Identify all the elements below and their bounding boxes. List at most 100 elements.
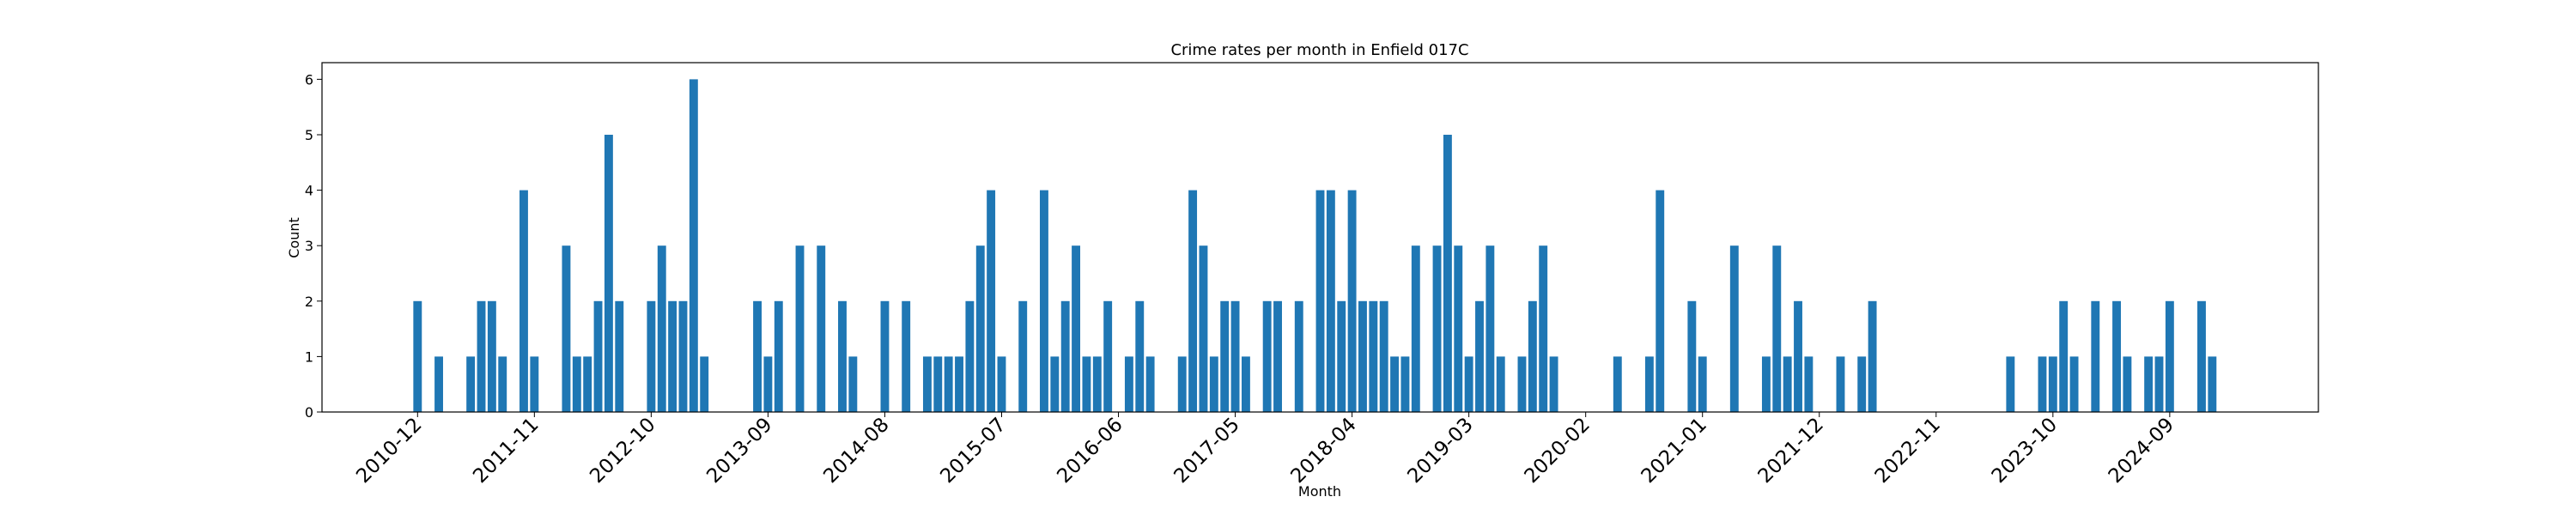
bar xyxy=(1379,300,1388,412)
bar xyxy=(1761,356,1771,412)
y-tick-label: 1 xyxy=(305,348,313,365)
bar xyxy=(2154,356,2164,412)
bar xyxy=(944,356,953,412)
bar xyxy=(1794,300,1802,412)
x-tick-label: 2021-01 xyxy=(1637,414,1711,488)
bar xyxy=(657,245,666,412)
y-tick-label: 6 xyxy=(305,71,313,88)
bar xyxy=(795,245,805,412)
bar xyxy=(933,356,943,412)
bar xyxy=(1411,245,1420,412)
x-tick-label: 2018-04 xyxy=(1286,414,1360,488)
x-tick-label: 2012-10 xyxy=(586,414,659,488)
bar xyxy=(1060,300,1070,412)
bar xyxy=(1230,300,1240,412)
bar xyxy=(1687,300,1697,412)
bar xyxy=(965,300,975,412)
bar xyxy=(753,300,762,412)
bar xyxy=(838,300,847,412)
bar xyxy=(1454,245,1463,412)
bar xyxy=(1390,356,1400,412)
bar xyxy=(2123,356,2132,412)
bar xyxy=(2112,300,2121,412)
bar xyxy=(1294,300,1303,412)
bar xyxy=(1804,356,1814,412)
x-tick-label: 2013-09 xyxy=(702,414,776,488)
bar xyxy=(1092,356,1102,412)
chart-title: Crime rates per month in Enfield 017C xyxy=(1170,41,1468,59)
bar xyxy=(1549,356,1558,412)
bar xyxy=(593,300,603,412)
bar xyxy=(466,356,476,412)
bar xyxy=(689,79,698,412)
bar xyxy=(2208,356,2217,412)
bar xyxy=(647,300,656,412)
bar xyxy=(1464,356,1473,412)
x-tick-label: 2015-07 xyxy=(936,414,1010,488)
bar xyxy=(1135,300,1145,412)
x-axis-label: Month xyxy=(1298,483,1341,500)
bar xyxy=(604,134,613,412)
x-tick-label: 2022-11 xyxy=(1871,414,1945,488)
bar xyxy=(1528,300,1537,412)
bar xyxy=(1772,245,1782,412)
bar xyxy=(1209,356,1218,412)
y-axis-label: Count xyxy=(286,217,302,258)
bar xyxy=(1124,356,1133,412)
x-tick-label: 2020-02 xyxy=(1521,414,1595,488)
bar xyxy=(2038,356,2047,412)
x-tick-label: 2010-12 xyxy=(352,414,426,488)
bar xyxy=(1188,190,1198,413)
bar xyxy=(1836,356,1845,412)
plot-frame xyxy=(321,62,2319,413)
bar xyxy=(700,356,709,412)
x-tick-label: 2021-12 xyxy=(1754,414,1828,488)
bar xyxy=(530,356,539,412)
x-tick-label: 2011-11 xyxy=(469,414,543,488)
bar xyxy=(1644,356,1654,412)
bar xyxy=(1783,356,1792,412)
x-tick-label: 2023-10 xyxy=(1988,414,2062,488)
bar xyxy=(2144,356,2154,412)
bar xyxy=(1337,300,1346,412)
bar xyxy=(1145,356,1155,412)
bar xyxy=(668,300,677,412)
x-tick-label: 2016-06 xyxy=(1053,414,1127,488)
bar xyxy=(1040,190,1048,413)
x-tick-label: 2014-08 xyxy=(819,414,893,488)
bar xyxy=(1400,356,1410,412)
bar xyxy=(1018,300,1028,412)
bar xyxy=(487,300,496,412)
x-tick-label: 2019-03 xyxy=(1404,414,1478,488)
bar xyxy=(1475,300,1484,412)
bar xyxy=(774,300,783,412)
bar xyxy=(413,300,422,412)
bar xyxy=(975,245,985,412)
bar xyxy=(1698,356,1707,412)
y-tick-label: 3 xyxy=(305,238,313,254)
bar xyxy=(1857,356,1867,412)
bar xyxy=(1199,245,1208,412)
bar xyxy=(1485,245,1495,412)
bar xyxy=(1496,356,1505,412)
bar xyxy=(1432,245,1442,412)
bar xyxy=(1656,190,1665,413)
bar xyxy=(2197,300,2206,412)
bar xyxy=(434,356,443,412)
bar xyxy=(1072,245,1081,412)
bar xyxy=(902,300,911,412)
bar xyxy=(1369,300,1378,412)
bar xyxy=(1613,356,1622,412)
bar xyxy=(1347,190,1357,413)
bar xyxy=(2091,300,2100,412)
y-tick-label: 2 xyxy=(305,294,313,310)
bar xyxy=(1050,356,1060,412)
x-tick-label: 2024-09 xyxy=(2105,414,2178,488)
bar xyxy=(997,356,1006,412)
bar xyxy=(1220,300,1230,412)
bar xyxy=(498,356,507,412)
bar xyxy=(1539,245,1548,412)
bar xyxy=(987,190,996,413)
bar xyxy=(763,356,773,412)
bar xyxy=(2048,356,2057,412)
